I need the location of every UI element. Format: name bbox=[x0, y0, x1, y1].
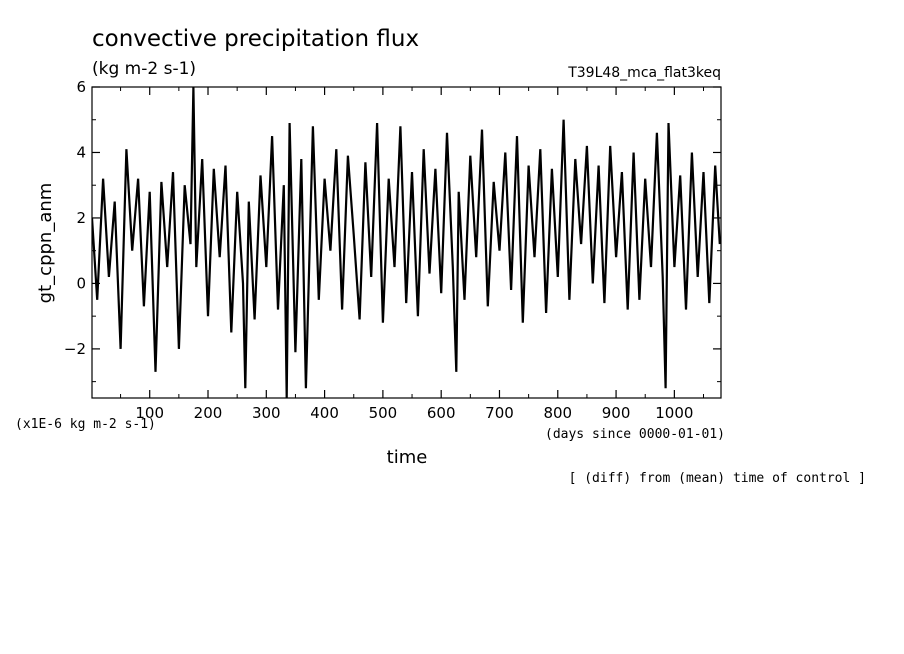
x-tick-label: 100 bbox=[135, 404, 164, 422]
plot-area: 100 200 300 400 500 600 700 800 900 1000 −2 0 2 4 6 bbox=[64, 78, 722, 422]
chart-title: convective precipitation flux bbox=[92, 26, 419, 52]
y-tick-label: 6 bbox=[76, 78, 86, 96]
x-axis-label: time bbox=[387, 447, 428, 468]
x-tick-label: 900 bbox=[602, 404, 631, 422]
units-label: (kg m-2 s-1) bbox=[92, 59, 196, 79]
x-tick-label: 700 bbox=[485, 404, 514, 422]
plot-frame bbox=[91, 86, 722, 399]
diff-note: [ (diff) from (mean) time of control ] bbox=[569, 471, 866, 486]
x-tick-label: 300 bbox=[252, 404, 281, 422]
x-tick-label: 600 bbox=[427, 404, 456, 422]
y-axis-label: gt_cppn_anm bbox=[35, 183, 56, 304]
x-tick-label: 400 bbox=[310, 404, 339, 422]
scale-note: (x1E-6 kg m-2 s-1) bbox=[15, 417, 156, 432]
x-tick-label: 800 bbox=[543, 404, 572, 422]
time-units-note: (days since 0000-01-01) bbox=[545, 427, 725, 442]
y-tick-label: 0 bbox=[76, 274, 86, 292]
series-line-0 bbox=[92, 87, 721, 398]
x-tick-label: 1000 bbox=[655, 404, 693, 422]
y-tick-label: 4 bbox=[76, 143, 86, 161]
y-tick-label: 2 bbox=[76, 209, 86, 227]
run-name-label: T39L48_mca_flat3keq bbox=[567, 65, 721, 81]
y-tick-label: −2 bbox=[64, 340, 86, 358]
x-tick-label: 500 bbox=[369, 404, 398, 422]
x-tick-label: 200 bbox=[194, 404, 223, 422]
